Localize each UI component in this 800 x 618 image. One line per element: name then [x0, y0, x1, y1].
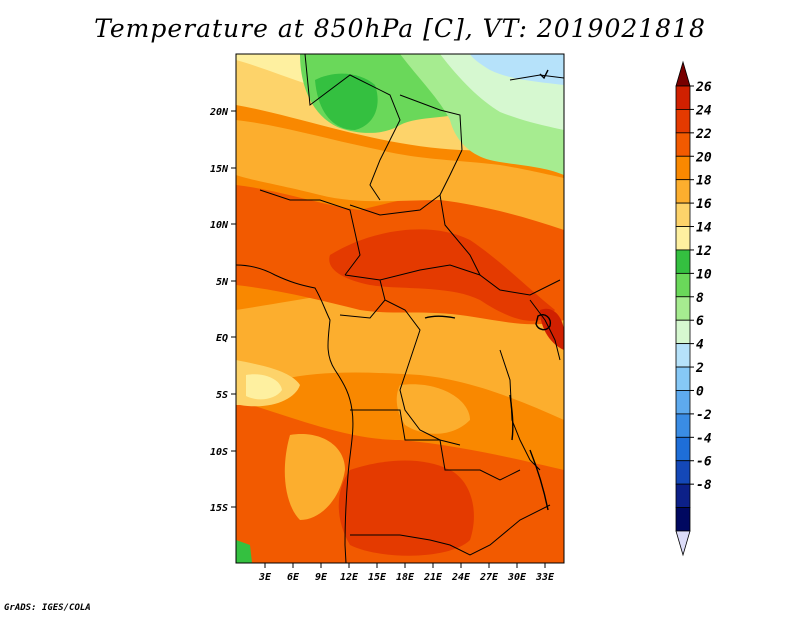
colorbar-segment	[675, 436, 691, 462]
lon-tick-label: 15E	[368, 572, 387, 583]
colorbar-label: 16	[696, 197, 712, 212]
field-north-core	[329, 229, 555, 321]
field-west-coolest	[246, 374, 282, 400]
lat-tick-label: 5N	[216, 277, 229, 288]
colorbar-label: 26	[695, 80, 712, 95]
lon-tick-label: 6E	[287, 572, 300, 583]
colorbar-segment	[675, 343, 691, 368]
colorbar-label: 20	[695, 150, 712, 165]
colorbar-label: 8	[696, 291, 704, 306]
colorbar-segment	[675, 272, 691, 298]
lat-axis: 20N 15N 10N 5N EQ 5S 10S 15S	[209, 107, 236, 514]
colorbar-label: 18	[696, 174, 712, 189]
colorbar-label: 0	[696, 384, 704, 399]
colorbar-segment	[675, 460, 691, 485]
field-southwest-green	[236, 540, 252, 563]
colorbar-segment	[675, 483, 691, 508]
colorbar-segment	[675, 249, 691, 274]
country-borders	[236, 54, 564, 563]
colorbar-label: 22	[695, 127, 712, 142]
lon-tick-label: 12E	[340, 572, 359, 583]
field-south-hot-core	[338, 460, 474, 556]
colorbar-label: 12	[696, 244, 712, 259]
lon-tick-label: 3E	[258, 572, 272, 583]
colorbar-segment	[675, 155, 691, 181]
colorbar-segment	[675, 132, 691, 157]
lat-tick-label: 10N	[210, 220, 229, 231]
field-sahel-warm	[236, 120, 564, 230]
chart-title: Temperature at 850hPa [C], VT: 201902181…	[94, 14, 706, 43]
colorbar-segment	[675, 390, 691, 415]
lon-tick-label: 30E	[507, 572, 527, 583]
colorbar-label: -4	[696, 431, 712, 446]
colorbar-segment	[675, 179, 691, 204]
lon-tick-label: 24E	[451, 572, 471, 583]
colorbar-top-arrow	[675, 60, 691, 87]
colorbar-label: 2	[695, 361, 704, 376]
map-frame	[235, 53, 565, 564]
lon-tick-label: 27E	[479, 572, 499, 583]
colorbar-segment	[675, 296, 691, 321]
lon-tick-label: 21E	[423, 572, 443, 583]
lon-tick-label: 9E	[315, 572, 328, 583]
colorbar-label: 4	[696, 338, 704, 353]
colorbar-label: 10	[696, 267, 712, 282]
colorbar-segment	[675, 85, 691, 110]
colorbar-segment	[675, 109, 691, 134]
colorbar-segment	[675, 202, 691, 227]
colorbar-segment	[675, 413, 691, 438]
field-northeast-blue	[470, 54, 564, 85]
colorbar-label: -8	[696, 478, 712, 493]
colorbar-label: 14	[696, 221, 712, 236]
temperature-field	[236, 54, 564, 563]
lat-tick-label: 10S	[210, 447, 228, 458]
field-green-core	[315, 73, 378, 130]
lat-tick-label: EQ	[216, 333, 228, 344]
colorbar-segment	[675, 226, 691, 251]
colorbar-bottom-arrow	[675, 530, 691, 557]
grads-credit: GrADS: IGES/COLA	[4, 603, 91, 613]
lon-axis: 3E 6E 9E 12E 15E 18E 21E 24E 27E 30E 33E	[258, 563, 555, 583]
colorbar-segment	[675, 319, 691, 345]
lat-tick-label: 15S	[210, 503, 228, 514]
colorbar-label: 24	[695, 103, 712, 118]
lake-outlines	[424, 69, 552, 511]
lat-tick-label: 5S	[216, 390, 228, 401]
field-central-patch	[396, 384, 470, 434]
colorbar-label: -2	[696, 408, 712, 423]
colorbar-segment	[675, 507, 691, 532]
field-south-cool-patch	[284, 434, 345, 520]
colorbar-label: 6	[696, 314, 704, 329]
lat-tick-label: 15N	[210, 164, 229, 175]
colorbar-label: -6	[696, 455, 712, 470]
colorbar-segment	[675, 366, 691, 391]
lon-tick-label: 18E	[396, 572, 415, 583]
field-east-hot	[540, 308, 564, 350]
lon-tick-label: 33E	[535, 572, 555, 583]
lat-tick-label: 20N	[209, 107, 229, 118]
